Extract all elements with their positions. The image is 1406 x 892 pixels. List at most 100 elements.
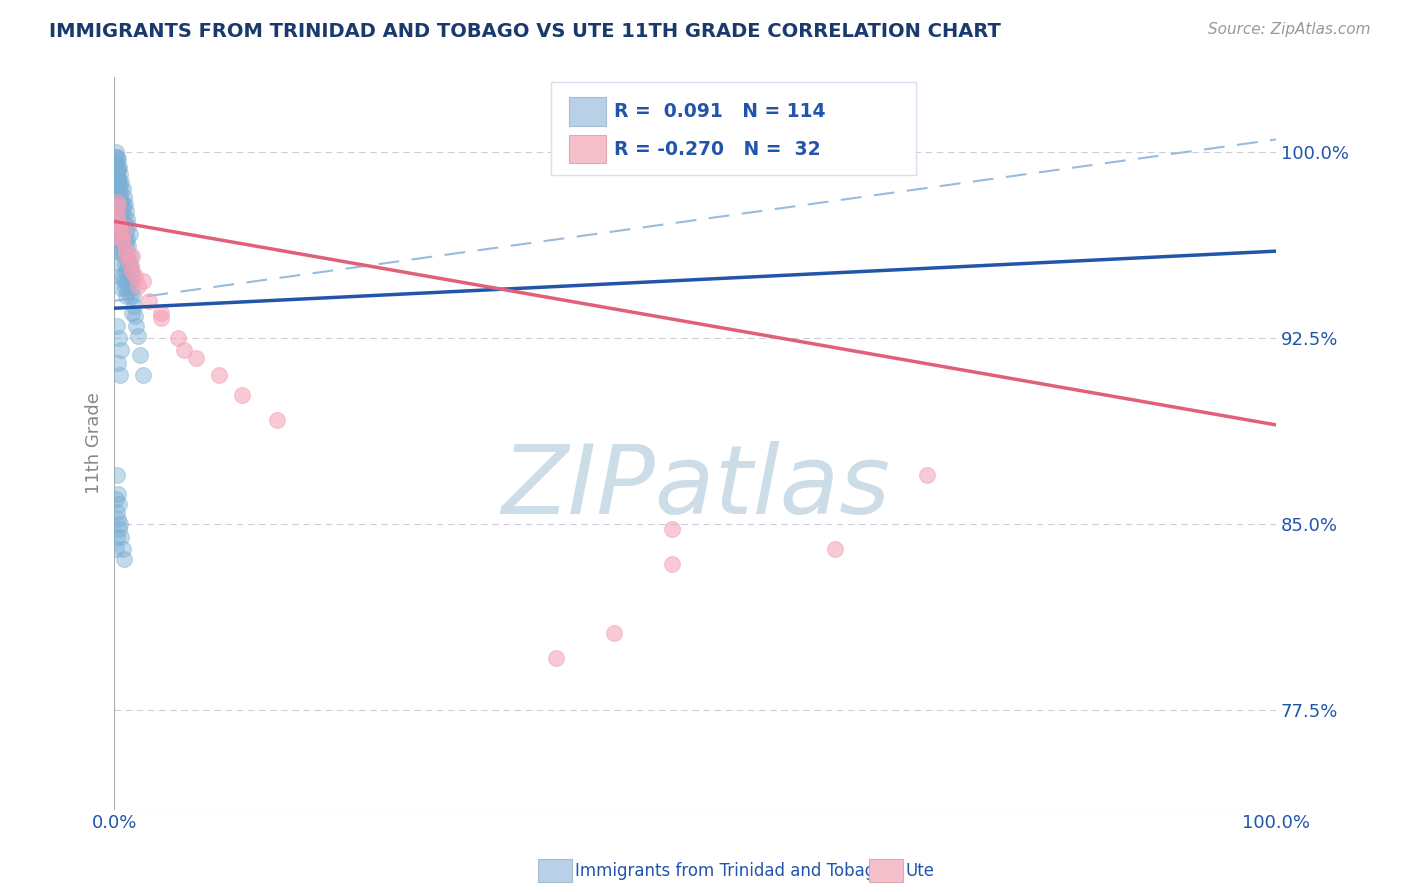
Point [112,249,135,263]
Point [105,232,128,246]
Point [112,274,135,288]
Point [108,214,131,228]
Point [107,175,129,189]
Point [603,626,626,640]
Point [824,541,846,556]
Point [115,289,138,303]
Point [110,232,132,246]
Point [105,165,128,179]
Point [121,264,143,278]
Point [107,162,129,177]
Point [125,318,148,333]
Point [107,177,129,191]
Point [117,281,139,295]
Point [118,256,141,270]
Point [110,368,132,383]
Point [108,204,131,219]
Point [115,224,138,238]
Point [108,331,131,345]
Point [110,207,132,221]
Point [105,530,128,544]
Point [111,202,134,216]
Point [124,309,146,323]
Text: Ute: Ute [905,862,935,880]
Point [544,651,567,665]
Point [129,348,152,362]
Point [111,182,134,196]
Point [104,150,127,164]
Point [115,232,138,246]
Point [111,197,134,211]
Point [115,211,138,226]
Point [114,281,136,295]
Point [105,182,128,196]
Point [107,199,129,213]
Point [107,512,129,526]
Point [149,306,172,320]
Point [115,204,138,219]
Point [132,368,155,383]
Point [114,256,136,270]
Point [110,167,132,181]
Point [208,368,231,383]
Point [104,199,127,213]
Point [110,256,132,270]
Point [110,182,132,196]
Point [110,219,132,234]
Point [107,244,129,259]
Point [112,552,135,566]
Point [114,217,136,231]
Point [105,505,128,519]
Point [107,219,129,234]
Point [110,530,132,544]
Point [105,165,128,179]
Point [231,388,253,402]
Point [111,541,134,556]
Point [121,268,143,283]
Point [117,219,139,234]
Point [661,522,683,536]
Point [107,199,129,213]
Point [104,169,127,184]
Point [115,239,138,253]
Point [104,154,127,169]
Point [122,299,145,313]
Point [104,175,127,189]
Text: ZIPatlas: ZIPatlas [501,441,890,534]
Point [108,239,131,253]
Point [118,289,141,303]
Point [108,179,131,194]
Point [107,153,129,167]
Point [104,194,127,209]
Point [110,224,132,238]
Point [110,232,132,246]
Point [105,160,128,174]
Point [108,175,131,189]
Point [118,227,141,241]
Point [104,541,127,556]
Point [173,343,195,358]
Point [118,249,141,263]
Point [110,281,132,295]
Point [115,249,138,263]
Point [105,318,128,333]
Point [110,517,132,532]
Point [108,522,131,536]
Point [122,289,145,303]
Point [112,224,135,238]
Point [105,194,128,209]
Text: IMMIGRANTS FROM TRINIDAD AND TOBAGO VS UTE 11TH GRADE CORRELATION CHART: IMMIGRANTS FROM TRINIDAD AND TOBAGO VS U… [49,22,1001,41]
Point [132,274,155,288]
Point [110,187,132,202]
Text: Immigrants from Trinidad and Tobago: Immigrants from Trinidad and Tobago [575,862,886,880]
Point [167,331,190,345]
Point [107,356,129,370]
Point [105,189,128,203]
Point [115,249,138,263]
Point [111,227,134,241]
Text: Source: ZipAtlas.com: Source: ZipAtlas.com [1208,22,1371,37]
Point [149,311,172,326]
Point [138,293,160,308]
Point [107,197,129,211]
Point [121,249,143,263]
